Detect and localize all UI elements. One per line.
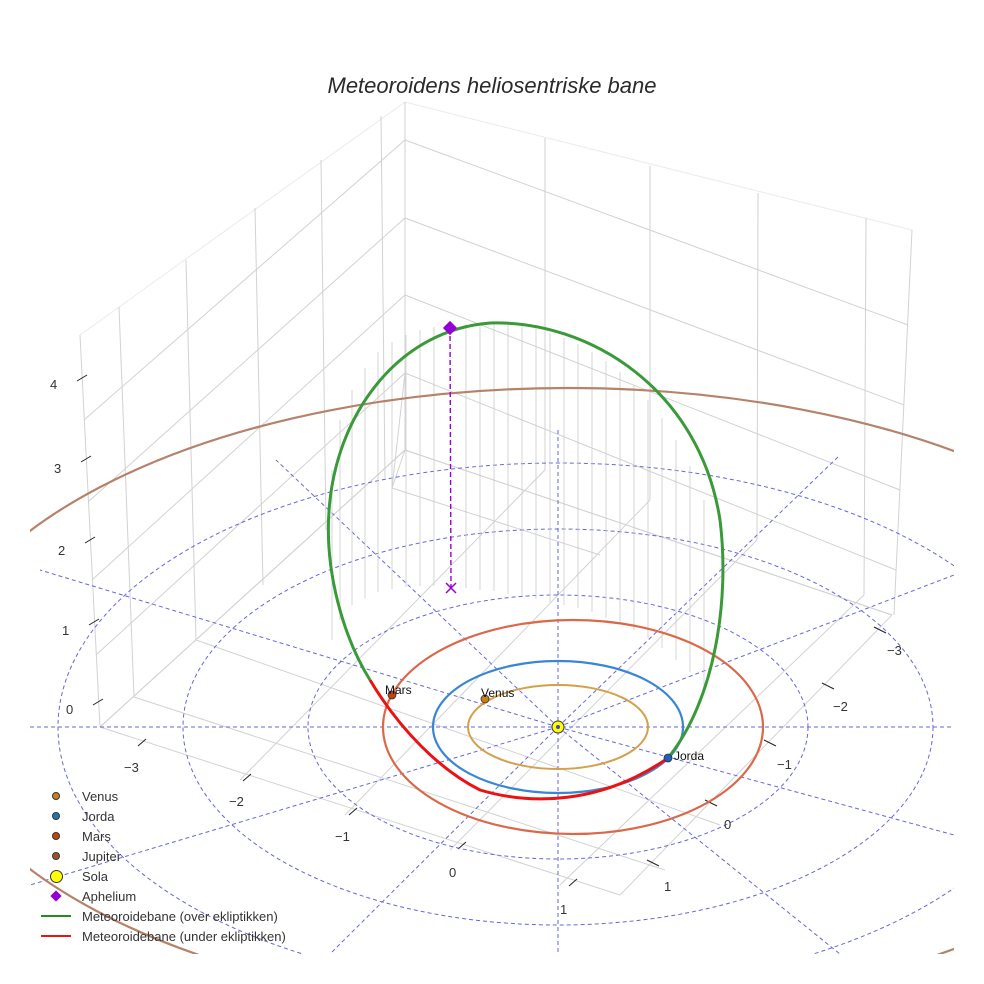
legend-item-jorda[interactable]: Jorda [36,806,286,826]
legend-item-orbit-above[interactable]: Meteoroidebane (over ekliptikken) [36,906,286,926]
sun-dot-icon [49,869,63,883]
x-tick: −2 [229,794,244,809]
red-line-icon [41,934,71,938]
earth-dot-icon [52,812,60,820]
meteoroid-orbit-below [368,679,669,801]
z-tick: 3 [54,461,61,476]
legend-label: Jorda [82,808,115,824]
legend-label: Sola [82,868,109,884]
z-tick: 1 [62,623,69,638]
x-tick: 0 [449,865,456,880]
x-axis-ticks: −3 −2 −1 0 1 [124,760,567,917]
venus-orbit [467,684,649,770]
mars-marker[interactable] [387,690,397,700]
earth-marker[interactable] [663,753,673,763]
y-tick: −1 [777,757,792,772]
y-tick: −3 [887,643,902,658]
sun-core [556,725,560,729]
earth-label: Jorda [674,749,704,763]
legend-item-mars[interactable]: Mars [36,826,286,846]
aphelion-drop-line [449,327,452,589]
legend-label: Jupiter [82,848,122,864]
x-tick: −3 [124,760,139,775]
z-tick: 4 [50,377,57,392]
jupiter-orbit [30,386,954,954]
y-tick: 0 [724,817,731,832]
z-axis-ticks: 0 1 2 3 4 [50,377,73,717]
x-tick: −1 [335,829,350,844]
jupiter-dot-icon [52,852,60,860]
legend-item-orbit-below[interactable]: Meteoroidebane (under ekliptikken) [36,926,286,946]
legend: Venus Jorda Mars Jupiter Sola Aphelium M… [36,786,286,946]
venus-marker[interactable] [480,694,490,704]
y-tick: 1 [664,879,671,894]
venus-label: Venus [481,686,514,700]
earth-orbit [431,659,685,795]
y-axis-ticks: 1 0 −1 −2 −3 [664,643,902,894]
legend-item-sola[interactable]: Sola [36,866,286,886]
legend-item-venus[interactable]: Venus [36,786,286,806]
meteoroid-orbit-above [326,321,725,759]
projection-lines [331,323,705,688]
green-line-icon [41,914,71,918]
mars-orbit [381,618,765,836]
chart-title: Meteoroidens heliosentriske bane [327,73,657,98]
aphelion-marker[interactable] [442,320,458,336]
legend-label: Meteoroidebane (over ekliptikken) [82,908,278,924]
ecliptic-grid [30,430,954,954]
tick-marks [76,374,887,887]
legend-item-jupiter[interactable]: Jupiter [36,846,286,866]
diamond-icon [50,890,62,902]
y-tick: −2 [833,699,848,714]
aphelion-projection-marker [445,582,457,594]
venus-dot-icon [52,792,60,800]
legend-label: Aphelium [82,888,137,904]
mars-dot-icon [52,832,60,840]
legend-label: Meteoroidebane (under ekliptikken) [82,928,286,944]
z-tick: 0 [66,702,73,717]
mars-label: Mars [385,683,412,697]
legend-label: Venus [82,788,119,804]
z-tick: 2 [58,543,65,558]
legend-label: Mars [82,828,111,844]
legend-item-aphelium[interactable]: Aphelium [36,886,286,906]
box-grid [79,101,913,896]
x-tick: 1 [560,902,567,917]
